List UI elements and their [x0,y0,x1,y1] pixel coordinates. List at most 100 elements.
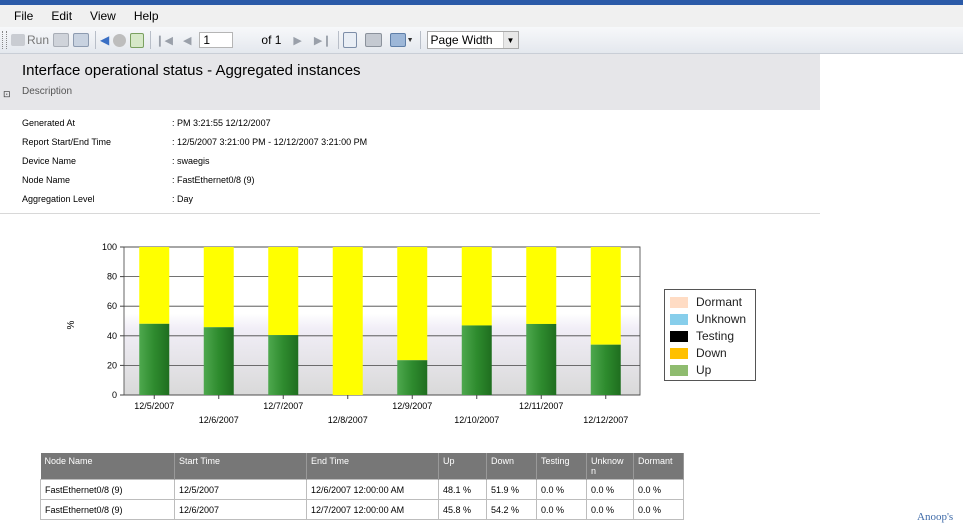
toolbar-separator [419,31,421,49]
toggle-document-map-icon[interactable]: ⊡ [3,89,11,99]
legend-swatch [670,313,688,325]
bar-down [268,247,299,336]
zoom-value: Page Width [430,33,493,47]
meta-label: Aggregation Level [22,194,95,204]
column-header-down[interactable]: Down [486,453,537,480]
last-page-button[interactable]: ▶❙ [306,30,332,50]
meta-row: Node Name : FastEthernet0/8 (9) [22,175,367,194]
stop-icon [113,33,127,47]
export-button[interactable] [53,30,70,50]
legend-swatch [670,330,688,342]
cell-node-name: FastEthernet0/8 (9) [40,499,175,520]
menu-view[interactable]: View [90,9,116,23]
print-button[interactable] [361,30,382,50]
watermark-text: Anoop's [917,511,954,523]
description-label: Description [22,86,73,97]
legend-swatch [670,296,688,308]
cell-down: 51.9 % [486,479,537,500]
x-tick-label: 12/11/2007 [519,401,563,411]
status-stacked-bar-chart: 0 20 40 60 80 100 12/5/2007 12/6/2007 12/7/2007… [66,242,641,425]
grid-icon [53,33,70,47]
legend-swatch [670,347,688,359]
menu-bar: File Edit View Help [0,5,963,27]
x-tick-label: 12/10/2007 [454,415,499,425]
zoom-select[interactable]: Page Width ▼ [426,31,519,49]
previous-page-icon: ◀ [182,34,192,47]
previous-page-button[interactable]: ◀ [177,30,191,50]
bar-up [590,344,621,395]
page-number-input[interactable] [199,32,234,48]
chevron-down-icon[interactable]: ▼ [502,32,518,48]
meta-label: Generated At [22,118,76,128]
menu-edit[interactable]: Edit [51,9,73,23]
column-header-up[interactable]: Up [438,453,487,480]
back-arrow-icon: ◀ [100,33,110,47]
print-preview-button[interactable] [342,30,357,50]
run-button-label: Run [27,33,50,47]
column-header-end-time[interactable]: End Time [306,453,439,480]
bar-down [461,247,492,326]
next-page-button[interactable]: ▶ [285,30,301,50]
legend-swatch [670,364,688,376]
bar-down [139,247,170,324]
bar-up [268,335,299,395]
first-page-button[interactable]: ❙◀ [155,30,173,50]
y-tick-label: 40 [107,331,117,341]
cell-testing: 0.0 % [536,499,587,520]
legend-label: Dormant [696,295,743,309]
table-row: FastEthernet0/8 (9) 12/5/2007 12/6/2007 … [40,479,684,500]
legend-label: Up [696,363,712,377]
refresh-button[interactable] [130,30,145,50]
toolbar-separator [337,31,339,49]
export-icon [389,33,406,47]
legend-label: Down [696,346,727,360]
menu-file[interactable]: File [14,9,34,23]
y-tick-label: 80 [107,272,117,282]
column-header-testing[interactable]: Testing [536,453,587,480]
meta-label: Report Start/End Time [22,137,112,147]
column-header-dormant[interactable]: Dormant [633,453,684,480]
export-dropdown-button[interactable]: ▼ [386,30,414,50]
x-tick-label: 12/9/2007 [392,401,432,411]
legend-label: Unknown [696,312,747,326]
legend-item: Unknown [665,311,755,327]
bar-down [590,247,621,345]
meta-row: Device Name : swaegis [22,156,367,175]
bar-up [203,327,234,395]
x-tick-label: 12/12/2007 [583,415,628,425]
run-button[interactable]: Run [11,30,49,50]
section-divider [0,213,820,214]
column-header-unknown[interactable]: Unknow n [586,453,634,480]
bar-down [397,247,428,361]
bar-up [526,323,557,395]
y-tick-label: 0 [112,390,117,400]
toolbar-grip[interactable] [2,31,7,49]
meta-value: : Day [172,194,194,204]
legend-label: Testing [696,329,735,343]
report-metadata: Generated At : PM 3:21:55 12/12/2007 Rep… [22,118,367,213]
cell-end-time: 12/7/2007 12:00:00 AM [306,499,439,520]
next-page-icon: ▶ [293,34,302,47]
toolbar-separator [150,31,152,49]
legend-item: Dormant [665,294,755,310]
document-map-icon [73,33,90,47]
document-map-button[interactable] [73,30,90,50]
y-axis-label: % [66,320,77,329]
chevron-down-icon: ▼ [406,36,414,44]
report-header: Interface operational status - Aggregate… [0,54,820,110]
cell-node-name: FastEthernet0/8 (9) [40,479,175,500]
refresh-icon [130,32,145,48]
column-header-node-name[interactable]: Node Name [40,453,175,480]
toolbar-separator [95,31,97,49]
meta-value: : 12/5/2007 3:21:00 PM - 12/12/2007 3:21… [172,137,368,147]
table-row: FastEthernet0/8 (9) 12/6/2007 12/7/2007 … [40,499,684,520]
bar-up [461,325,492,395]
stop-button[interactable] [113,30,127,50]
x-tick-label: 12/5/2007 [134,401,174,411]
column-header-start-time[interactable]: Start Time [174,453,307,480]
y-tick-label: 60 [107,301,117,311]
back-button[interactable]: ◀ [100,30,109,50]
menu-help[interactable]: Help [133,9,159,23]
bar-up [397,360,428,395]
cell-unknown: 0.0 % [586,499,634,520]
